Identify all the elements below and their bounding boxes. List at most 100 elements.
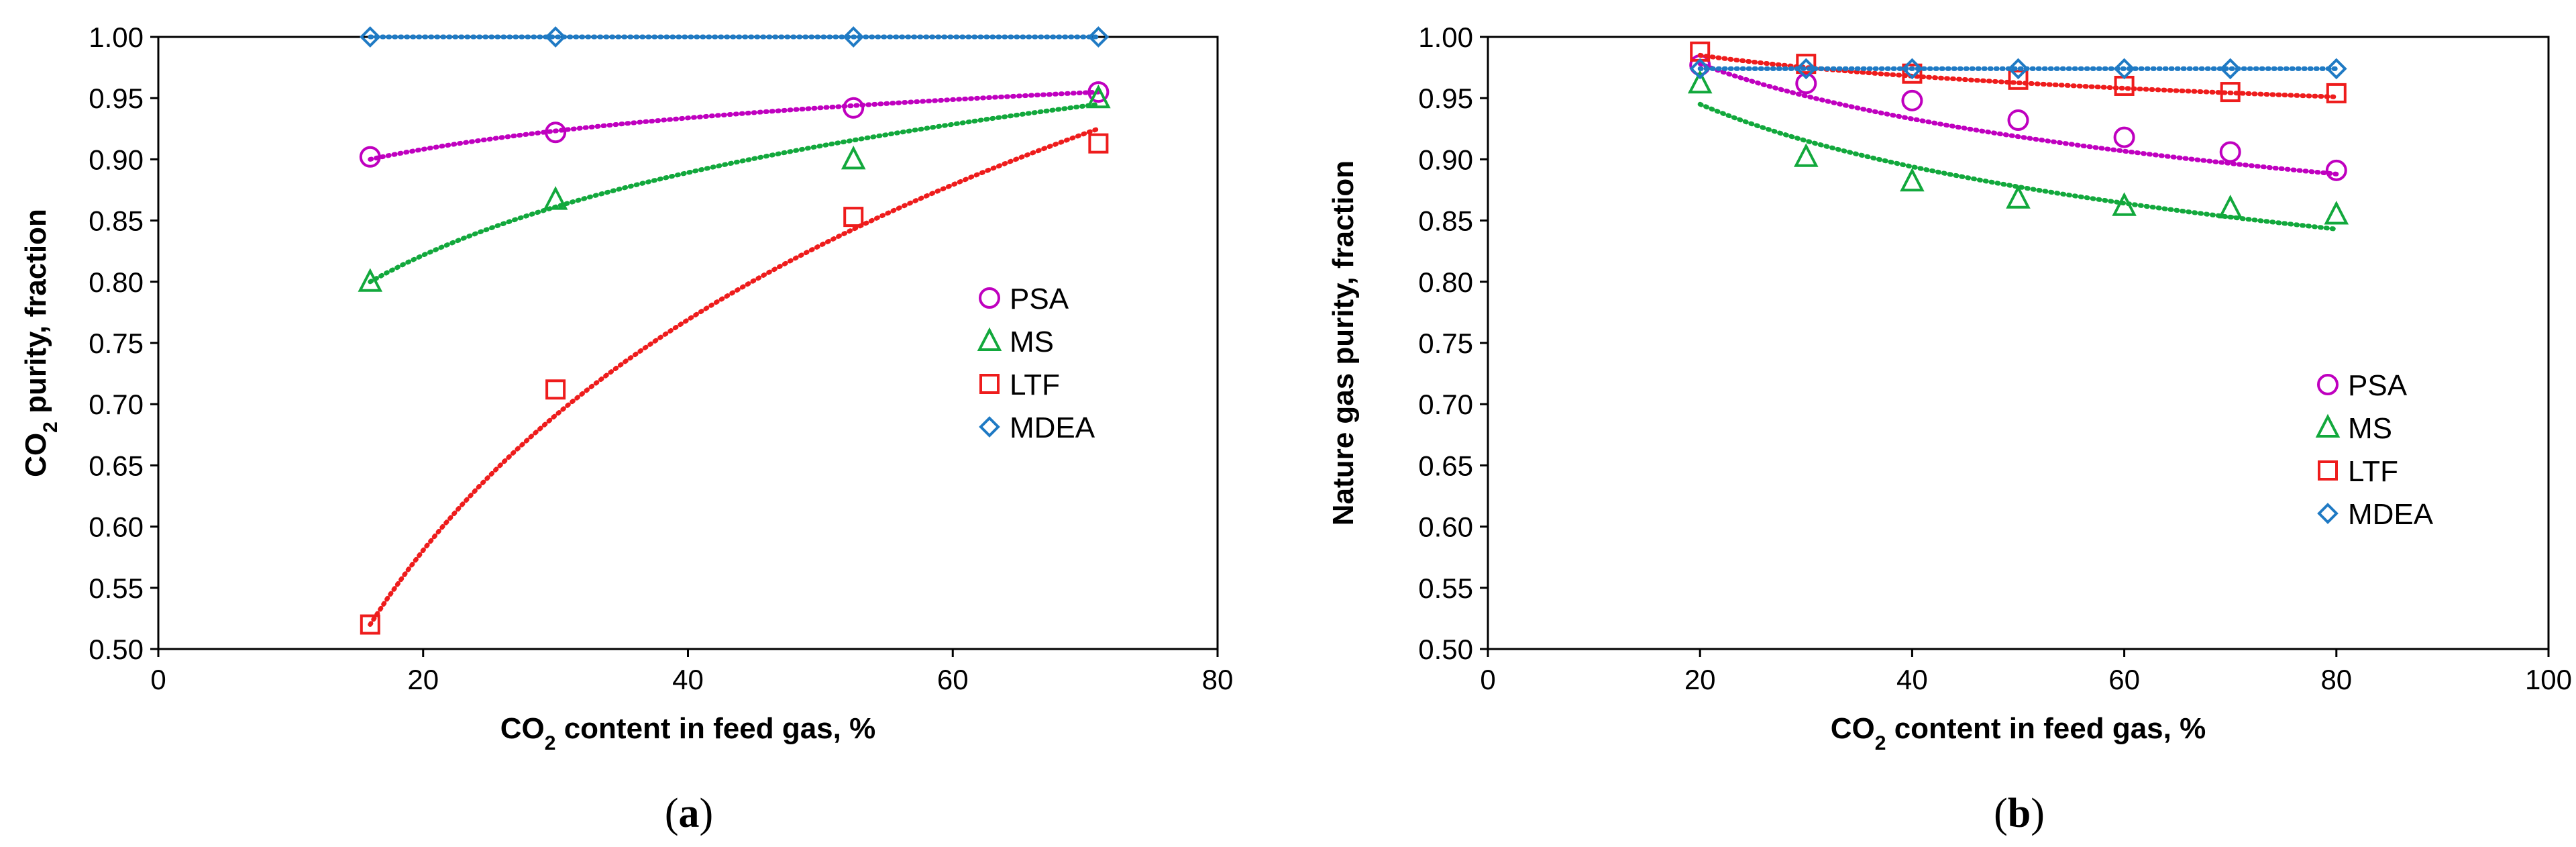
x-tick-label: 80 (2320, 664, 2352, 695)
plot-frame (157, 36, 1219, 650)
x-axis-title: CO2 content in feed gas, % (1831, 712, 2206, 754)
data-point-psa (2219, 141, 2241, 163)
legend-label-psa: PSA (2348, 369, 2408, 402)
y-tick-label: 0.55 (89, 572, 144, 604)
legend-label-ltf: LTF (1010, 368, 1060, 401)
y-tick-label: 0.80 (89, 266, 144, 298)
data-point-psa (359, 146, 381, 168)
data-point-ms (1086, 84, 1111, 109)
x-tick-label: 60 (2108, 664, 2140, 695)
y-axis-title: Nature gas purity, fraction (1327, 160, 1360, 526)
x-tick-label: 60 (937, 664, 969, 695)
y-tick-label: 0.60 (1418, 511, 1473, 543)
legend-marker-ltf (2318, 460, 2338, 481)
data-point-mdea (1689, 58, 1711, 80)
legend-label-mdea: MDEA (2348, 498, 2434, 531)
legend-marker-ltf (979, 374, 1000, 394)
data-point-psa (2113, 126, 2135, 148)
x-tick-label: 80 (1202, 664, 1234, 695)
data-point-ltf (545, 379, 566, 400)
data-point-psa (545, 121, 567, 144)
x-tick-label: 0 (150, 664, 166, 695)
data-point-ltf (2114, 75, 2135, 96)
y-axis-title: CO2 purity, fraction (19, 209, 62, 477)
data-point-ltf (843, 207, 864, 228)
data-point-ltf (360, 614, 380, 635)
y-tick-label: 1.00 (89, 21, 144, 53)
y-tick-label: 0.65 (1418, 450, 1473, 481)
data-point-mdea (359, 26, 381, 48)
y-tick-label: 0.65 (89, 450, 144, 481)
legend-label-ltf: LTF (2348, 455, 2398, 488)
data-point-ms (1794, 143, 1819, 167)
y-tick-label: 0.80 (1418, 266, 1473, 298)
y-tick-label: 0.55 (1418, 572, 1473, 604)
trendline-psa (368, 89, 1101, 162)
y-tick-label: 0.50 (89, 634, 144, 665)
y-tick-label: 0.75 (89, 328, 144, 359)
data-point-ltf (2008, 69, 2029, 90)
y-tick-label: 0.85 (89, 205, 144, 237)
chart-panel-b: 0.50 0.55 0.60 0.65 0.70 0.75 0.80 0.85 0.90 0.95… (1327, 21, 2572, 836)
y-tick-label: 0.95 (89, 83, 144, 114)
data-point-mdea (2007, 58, 2029, 80)
x-tick-label: 100 (2525, 664, 2572, 695)
data-point-mdea (545, 26, 566, 48)
data-point-ms (2324, 201, 2349, 225)
x-tick-label: 0 (1480, 664, 1495, 695)
x-tick-label: 20 (407, 664, 439, 695)
data-point-psa (843, 97, 865, 119)
data-point-mdea (1087, 26, 1110, 48)
legend-label-ms: MS (1010, 326, 1054, 358)
trendline-ltf (1697, 52, 2339, 99)
y-tick-label: 0.75 (1418, 328, 1473, 359)
data-point-ltf (2220, 82, 2241, 103)
data-point-mdea (1795, 58, 1817, 80)
y-tick-label: 0.70 (89, 389, 144, 420)
data-point-ms (1687, 69, 1713, 94)
x-axis-title: CO2 content in feed gas, % (500, 712, 875, 754)
data-point-psa (1087, 81, 1110, 103)
data-point-ms (358, 268, 383, 292)
data-point-psa (1901, 89, 1923, 111)
y-tick-label: 0.85 (1418, 205, 1473, 237)
trendline-ms (368, 101, 1101, 285)
data-point-psa (1795, 72, 1817, 95)
legend-label-ms: MS (2348, 412, 2392, 445)
y-tick-label: 0.60 (89, 511, 144, 543)
legend-marker-mdea (979, 416, 1000, 438)
legend-marker-psa (979, 287, 1000, 309)
data-point-psa (2325, 159, 2347, 181)
panel-label: (a) (665, 791, 713, 836)
legend-marker-psa (2317, 374, 2339, 395)
y-tick-label: 1.00 (1418, 21, 1473, 53)
chart-panel-a: 0.50 0.55 0.60 0.65 0.70 0.75 0.80 0.85 0.90 0.95… (19, 21, 1233, 836)
data-point-ms (2112, 192, 2137, 216)
data-point-ms (2006, 185, 2031, 209)
legend-marker-mdea (2317, 503, 2339, 524)
data-point-ms (543, 186, 568, 210)
data-point-ltf (1902, 63, 1923, 84)
legend-marker-ms (2315, 413, 2341, 438)
data-point-psa (2007, 109, 2029, 132)
data-point-mdea (843, 26, 865, 48)
data-point-ltf (2326, 83, 2347, 103)
y-tick-label: 0.70 (1418, 389, 1473, 420)
y-tick-label: 0.90 (89, 144, 144, 175)
data-point-mdea (2113, 58, 2135, 80)
data-point-ms (2218, 195, 2243, 219)
data-point-mdea (2325, 58, 2347, 80)
x-tick-label: 40 (672, 664, 704, 695)
y-tick-label: 0.95 (1418, 83, 1473, 114)
trendline-ltf (368, 126, 1101, 627)
data-point-mdea (1901, 58, 1923, 80)
panel-label: (b) (1994, 791, 2045, 836)
legend-label-psa: PSA (1010, 283, 1069, 315)
legend-label-mdea: MDEA (1010, 411, 1095, 444)
legend-marker-ms (977, 327, 1002, 351)
data-point-ltf (1088, 133, 1109, 154)
x-tick-label: 40 (1896, 664, 1928, 695)
y-tick-label: 0.50 (1418, 634, 1473, 665)
data-point-mdea (2219, 58, 2241, 80)
